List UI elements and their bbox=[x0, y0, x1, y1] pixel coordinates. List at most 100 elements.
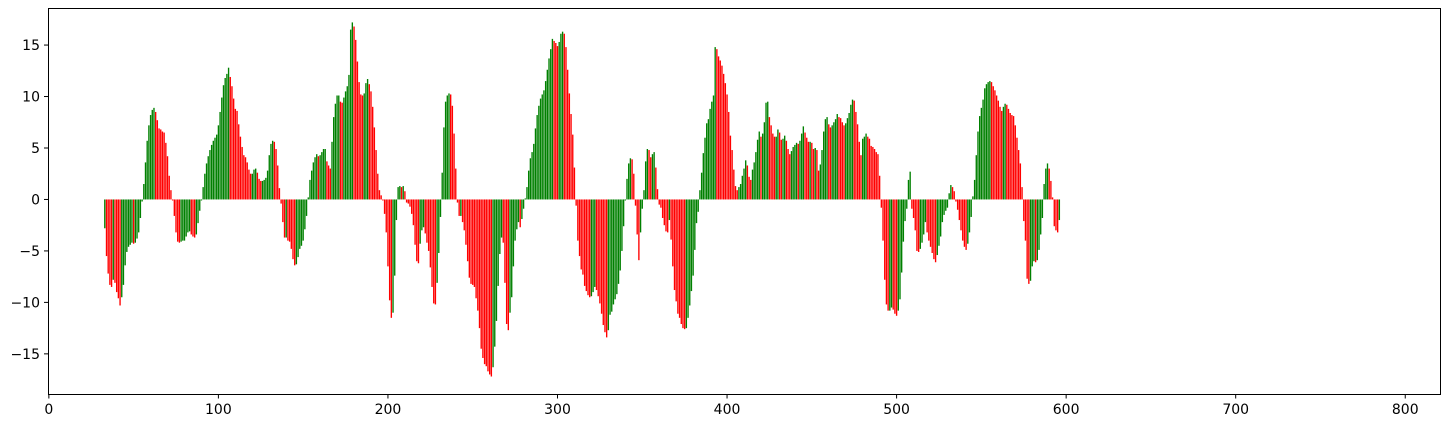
bar bbox=[787, 149, 789, 200]
bar bbox=[307, 197, 309, 200]
bar bbox=[833, 122, 835, 200]
bar bbox=[790, 151, 793, 200]
bar bbox=[629, 158, 632, 200]
bar bbox=[436, 199, 438, 283]
bar bbox=[919, 199, 922, 249]
bar bbox=[1038, 199, 1040, 250]
bar bbox=[628, 163, 630, 200]
bar bbox=[809, 141, 811, 200]
bar bbox=[544, 81, 547, 200]
bar bbox=[892, 199, 894, 310]
bar bbox=[756, 139, 759, 200]
bar bbox=[138, 199, 140, 233]
bar bbox=[780, 139, 782, 200]
bar bbox=[933, 199, 935, 260]
bar bbox=[882, 199, 884, 241]
bar bbox=[765, 102, 767, 200]
bar bbox=[816, 150, 818, 200]
bar bbox=[119, 199, 121, 306]
bar bbox=[868, 138, 871, 200]
bar bbox=[721, 65, 723, 200]
bar bbox=[963, 199, 966, 247]
bar bbox=[499, 199, 501, 255]
bar bbox=[658, 199, 660, 205]
bar bbox=[551, 38, 554, 200]
bar bbox=[455, 168, 457, 200]
bar bbox=[897, 199, 899, 311]
bar bbox=[568, 93, 571, 200]
bar bbox=[716, 49, 718, 200]
bar bbox=[1012, 116, 1015, 200]
bar bbox=[831, 125, 833, 200]
bar bbox=[692, 199, 694, 276]
bar bbox=[500, 199, 503, 238]
bar bbox=[1046, 163, 1049, 200]
bar bbox=[466, 199, 469, 262]
bar bbox=[434, 199, 437, 305]
bar bbox=[709, 108, 711, 200]
bar bbox=[543, 90, 545, 200]
bar bbox=[400, 187, 403, 200]
bar bbox=[697, 199, 699, 212]
bar bbox=[248, 169, 250, 200]
bar bbox=[207, 156, 209, 200]
bar bbox=[463, 199, 465, 231]
bar bbox=[197, 199, 199, 224]
bar bbox=[419, 199, 421, 244]
bar bbox=[605, 199, 608, 338]
bar bbox=[663, 199, 665, 226]
bar bbox=[270, 143, 272, 200]
bar bbox=[358, 82, 360, 200]
bar bbox=[122, 199, 125, 285]
bar bbox=[394, 199, 396, 276]
bar bbox=[209, 150, 211, 200]
bar bbox=[1001, 110, 1003, 200]
bar bbox=[906, 199, 908, 209]
bar bbox=[589, 199, 591, 298]
bar bbox=[817, 170, 820, 200]
bar bbox=[916, 199, 918, 251]
bar bbox=[353, 26, 355, 200]
bar bbox=[489, 199, 491, 375]
bar bbox=[502, 199, 504, 243]
bar bbox=[1034, 199, 1037, 263]
bar bbox=[180, 199, 182, 242]
bar bbox=[739, 184, 742, 200]
y-axis: −15 −10 −5 0 5 10 15 bbox=[10, 38, 49, 363]
bar bbox=[604, 199, 606, 333]
bar bbox=[784, 135, 786, 200]
bar bbox=[967, 199, 969, 244]
bar bbox=[131, 199, 133, 243]
bar bbox=[582, 199, 584, 275]
bar bbox=[828, 124, 830, 200]
bar bbox=[249, 173, 252, 200]
bar bbox=[158, 128, 160, 200]
bar bbox=[399, 186, 401, 200]
bar bbox=[850, 104, 852, 200]
bar bbox=[531, 152, 533, 200]
bar bbox=[814, 147, 816, 200]
bar bbox=[602, 199, 604, 326]
bar bbox=[899, 199, 901, 300]
bar bbox=[514, 199, 516, 241]
bar bbox=[885, 199, 888, 305]
bar bbox=[380, 195, 382, 200]
bar bbox=[880, 199, 883, 208]
bar bbox=[1055, 199, 1057, 231]
bar bbox=[884, 199, 886, 280]
bar bbox=[521, 199, 523, 220]
x-tick-label: 400 bbox=[714, 402, 741, 418]
bar bbox=[675, 199, 677, 302]
bar bbox=[241, 146, 243, 200]
bar bbox=[156, 120, 159, 200]
bar bbox=[324, 149, 326, 200]
bar bbox=[382, 199, 384, 201]
bar bbox=[355, 39, 357, 200]
y-tick-label: −10 bbox=[10, 295, 40, 311]
bar bbox=[299, 199, 301, 249]
bar bbox=[731, 150, 733, 200]
bar bbox=[972, 196, 974, 200]
bar bbox=[312, 162, 315, 200]
bar bbox=[490, 199, 493, 377]
bar bbox=[427, 199, 430, 251]
